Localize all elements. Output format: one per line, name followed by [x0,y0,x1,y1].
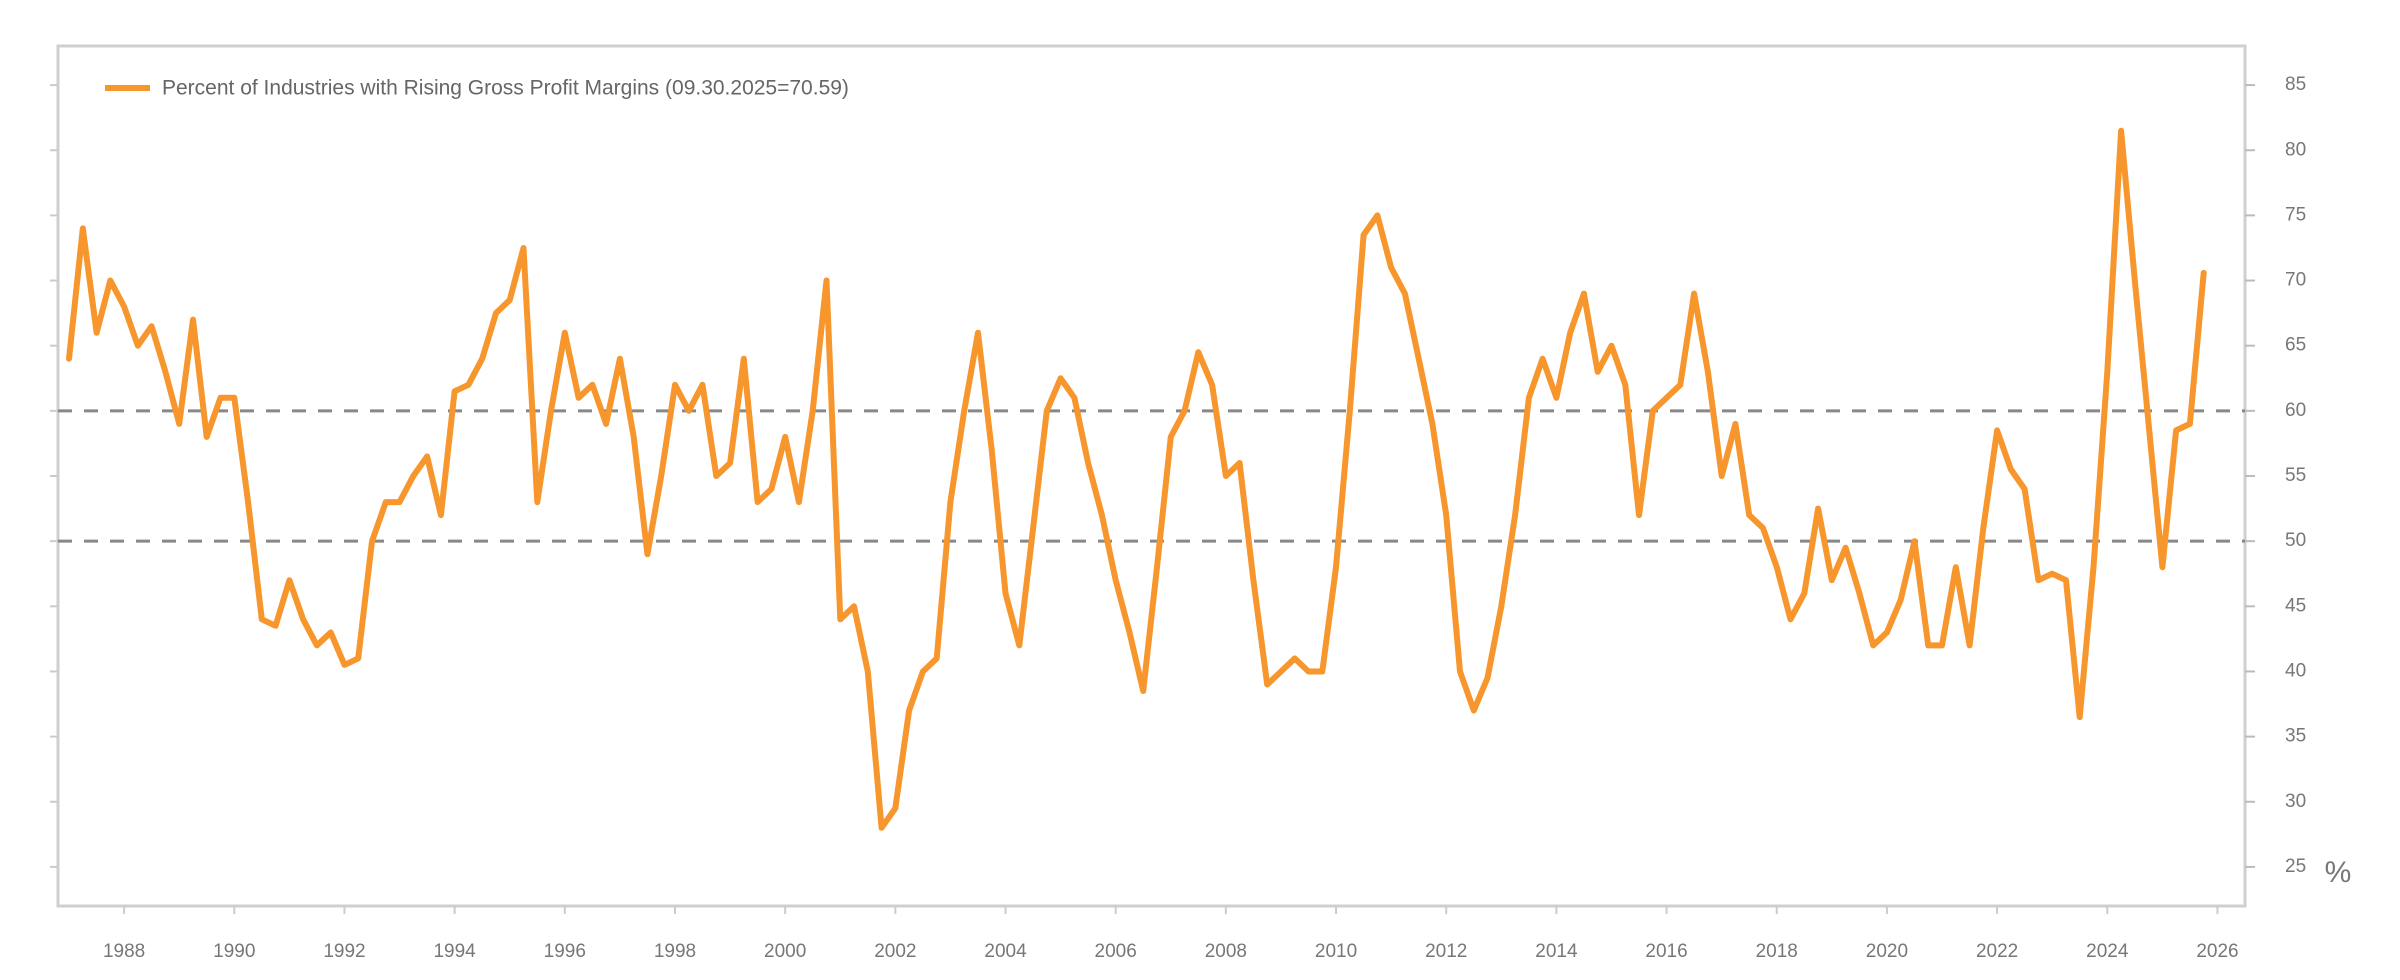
x-tick-label: 2008 [1205,941,1247,962]
y-tick-label: 70 [2285,270,2306,291]
x-tick-label: 1992 [323,941,365,962]
x-tick-label: 2024 [2086,941,2129,962]
series-line [66,127,2207,831]
y-tick-label: 80 [2285,139,2306,160]
y-tick-label: 55 [2285,465,2306,486]
x-tick-label: 2004 [984,941,1027,962]
y-tick-label: 35 [2285,726,2306,747]
y-tick-label: 85 [2285,74,2306,95]
y-tick-label: 65 [2285,335,2306,356]
x-tick-label: 2002 [874,941,916,962]
y-tick-label: 30 [2285,791,2306,812]
x-tick-label: 1988 [103,941,145,962]
x-tick-label: 2016 [1645,941,1687,962]
y-tick-label: 40 [2285,660,2306,681]
y-unit-label: % [2325,856,2352,889]
y-tick-label: 60 [2285,400,2306,421]
x-tick-label: 1998 [654,941,696,962]
x-tick-label: 1996 [544,941,586,962]
x-tick-label: 2020 [1866,941,1908,962]
x-tick-label: 1990 [213,941,255,962]
x-tick-label: 1994 [433,941,476,962]
y-tick-label: 25 [2285,856,2306,877]
x-tick-label: 2010 [1315,941,1357,962]
x-tick-label: 2006 [1095,941,1137,962]
x-tick-label: 2018 [1756,941,1798,962]
x-tick-label: 2022 [1976,941,2018,962]
x-tick-label: 2012 [1425,941,1467,962]
x-tick-label: 2026 [2196,941,2238,962]
legend-label: Percent of Industries with Rising Gross … [162,77,849,100]
y-tick-label: 50 [2285,530,2306,551]
x-tick-label: 2014 [1535,941,1578,962]
x-tick-label: 2000 [764,941,806,962]
y-tick-label: 75 [2285,204,2306,225]
plot-frame [56,44,2247,908]
y-tick-label: 45 [2285,595,2306,616]
